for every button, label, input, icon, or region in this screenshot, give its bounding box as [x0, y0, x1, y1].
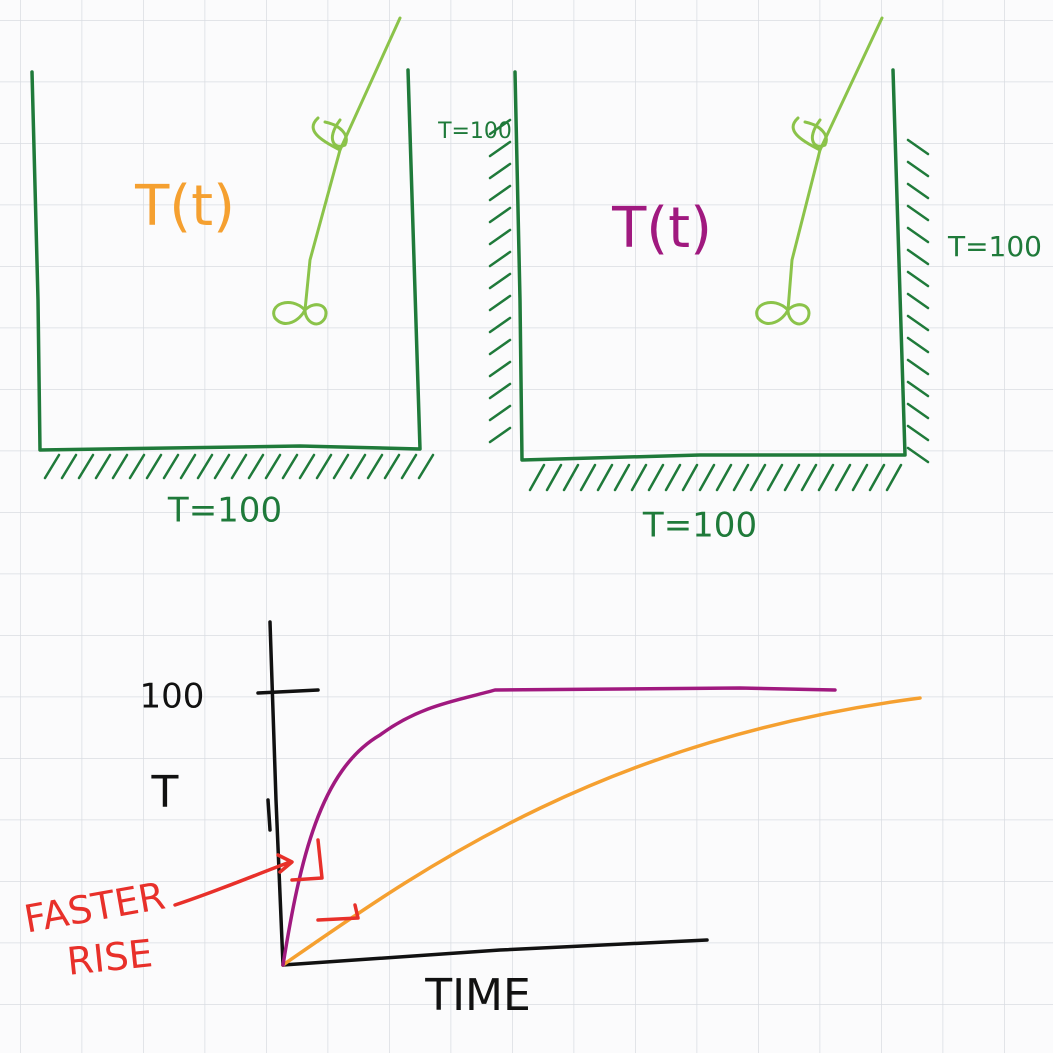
x-axis-label: TIME	[424, 970, 531, 1021]
boundary-label: T=100	[437, 119, 512, 144]
boundary-label: T=100	[947, 230, 1042, 263]
y-tick-label: 100	[140, 677, 205, 717]
diagram: T(t) T=100 T(t) T=100 T=100 T=100 100 T …	[0, 0, 1053, 1053]
boundary-label: T=100	[167, 491, 282, 531]
y-axis-label: T	[151, 767, 179, 818]
tank-label: T(t)	[611, 196, 712, 261]
page: T(t) T=100 T(t) T=100 T=100 T=100 100 T …	[0, 0, 1053, 1053]
annotation: RISE	[65, 931, 155, 984]
tank-label: T(t)	[134, 174, 235, 239]
boundary-label: T=100	[642, 506, 757, 546]
